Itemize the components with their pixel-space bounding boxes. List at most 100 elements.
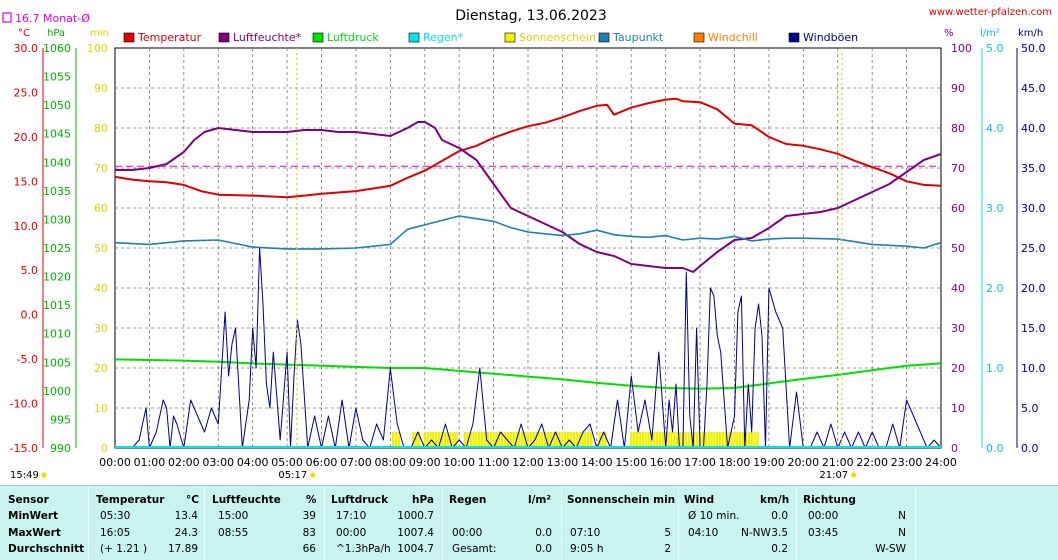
x-tick-label: 04:00 xyxy=(237,456,269,469)
y-tick-rain: 5.0 xyxy=(986,42,1004,55)
sunshine-bar xyxy=(469,432,472,448)
legend-swatch xyxy=(598,32,610,43)
sunshine-bar xyxy=(394,432,398,448)
current-time: 15:49 xyxy=(10,470,39,481)
sunshine-bar xyxy=(718,432,722,448)
sunshine-bar xyxy=(584,432,587,448)
header-direction: Richtung xyxy=(803,494,856,506)
sunshine-bar xyxy=(601,432,604,448)
sunshine-bar xyxy=(483,432,487,448)
sunshine-bar xyxy=(670,432,673,448)
sunshine-bar xyxy=(452,432,455,448)
header-humidity: Luftfeuchte xyxy=(212,494,281,506)
sunset-label: 21:07 xyxy=(819,470,848,481)
sunshine-bar xyxy=(690,432,693,448)
y-tick-wind: 25.0 xyxy=(1021,242,1046,255)
y-tick-temperature: 25.0 xyxy=(14,86,39,99)
sunshine-bar xyxy=(532,432,535,448)
sunshine-bar xyxy=(495,432,498,448)
table-cell-dir_val: W-SW xyxy=(875,543,906,555)
legend-swatch xyxy=(408,32,420,43)
table-cell-sun_time: 07:10 xyxy=(570,526,601,539)
y-tick-pressure: 990 xyxy=(50,442,71,455)
sunshine-bar xyxy=(587,432,590,448)
y-tick-wind: 35.0 xyxy=(1021,162,1046,175)
sunshine-bar xyxy=(475,432,478,448)
y-tick-pressure: 1030 xyxy=(43,213,71,226)
sunshine-bar xyxy=(564,432,567,448)
sunshine-bar xyxy=(392,432,395,448)
sunshine-bar xyxy=(716,432,719,448)
sunshine-bar xyxy=(472,432,475,448)
x-tick-label: 07:00 xyxy=(340,456,372,469)
series-luftfeuchte xyxy=(115,121,942,273)
y-tick-sunshine: 60 xyxy=(94,202,108,215)
header-humidity-unit: % xyxy=(306,494,317,506)
table-cell-rain_time: Gesamt: xyxy=(452,543,497,555)
header-rain: Regen xyxy=(449,494,487,506)
table-cell-label: MinWert xyxy=(8,510,59,522)
current-sun-icon xyxy=(41,472,47,478)
sunshine-bar xyxy=(498,432,501,448)
y-tick-sunshine: 10 xyxy=(94,402,108,415)
y-tick-pressure: 1050 xyxy=(43,99,71,112)
x-tick-label: 11:00 xyxy=(478,456,510,469)
sunshine-bar xyxy=(739,432,742,448)
table-cell-hum_time: 08:55 xyxy=(218,526,249,539)
sun-markers: 05:17 21:07 15:49 xyxy=(10,48,857,481)
monthly-avg-legend-box xyxy=(2,12,12,23)
y-tick-sunshine: 100 xyxy=(87,42,108,55)
unit-temperature: °C xyxy=(18,28,30,39)
series-luftdruck xyxy=(114,358,942,390)
sunshine-bar xyxy=(724,432,728,448)
x-tick-label: 02:00 xyxy=(168,456,200,469)
legend-swatch xyxy=(123,32,135,43)
y-tick-rain: 4.0 xyxy=(986,122,1004,135)
table-cell-dir_time: 03:45 xyxy=(808,526,839,539)
y-tick-humidity: 0 xyxy=(951,442,958,455)
legend-item: Luftdruck xyxy=(327,31,379,44)
sunshine-bar xyxy=(512,432,515,448)
x-tick-label: 21:00 xyxy=(822,456,854,469)
table-cell-wind_time: Ø 10 min. xyxy=(688,510,740,522)
site-link[interactable]: www.wetter-pfalzen.com xyxy=(929,7,1052,18)
sunshine-bar xyxy=(644,432,647,448)
sunshine-bar xyxy=(710,432,713,448)
y-axes: 30.0 25.0 20.0 15.0 10.0 5.0 0.0 -5.0 -10.0 -15.0… xyxy=(10,42,1046,455)
sunshine-bar xyxy=(555,432,558,448)
x-tick-label: 01:00 xyxy=(134,456,166,469)
legend-swatch xyxy=(788,32,800,43)
table-cell-wind_val: 0.0 xyxy=(771,510,788,522)
y-tick-humidity: 10 xyxy=(951,402,965,415)
x-tick-label: 20:00 xyxy=(787,456,819,469)
sunshine-bar xyxy=(650,432,653,448)
sunshine-bar xyxy=(423,432,426,448)
sunshine-bar xyxy=(538,432,541,448)
sunshine-bar xyxy=(673,432,676,448)
sunshine-bar xyxy=(549,432,553,448)
y-tick-sunshine: 0 xyxy=(101,442,108,455)
y-tick-wind: 40.0 xyxy=(1021,122,1046,135)
x-axis: 00:00 01:00 02:00 03:00 04:00 05:00 06:00 07:00… xyxy=(99,456,957,469)
header-temperature-unit: °C xyxy=(186,494,199,506)
x-tick-label: 14:00 xyxy=(581,456,613,469)
y-tick-wind: 45.0 xyxy=(1021,82,1046,95)
sunshine-bar xyxy=(572,432,576,448)
sunshine-bar xyxy=(652,432,656,448)
table-cell-rain_time: 00:00 xyxy=(452,526,483,539)
x-tick-label: 10:00 xyxy=(443,456,475,469)
unit-sunshine: min xyxy=(90,28,109,39)
table-cell-dir_val: N xyxy=(898,510,906,522)
sunshine-bar xyxy=(707,432,710,448)
sunshine-bar xyxy=(449,432,452,448)
x-tick-label: 16:00 xyxy=(650,456,682,469)
sunshine-bar xyxy=(661,432,664,448)
y-tick-sunshine: 70 xyxy=(94,162,108,175)
x-tick-label: 03:00 xyxy=(202,456,234,469)
sunshine-bar xyxy=(397,432,401,448)
sunshine-bar xyxy=(526,432,530,448)
sunshine-bar xyxy=(486,432,490,448)
sunshine-bar xyxy=(521,432,524,448)
sunshine-bar xyxy=(667,432,670,448)
sunshine-bar xyxy=(523,432,527,448)
